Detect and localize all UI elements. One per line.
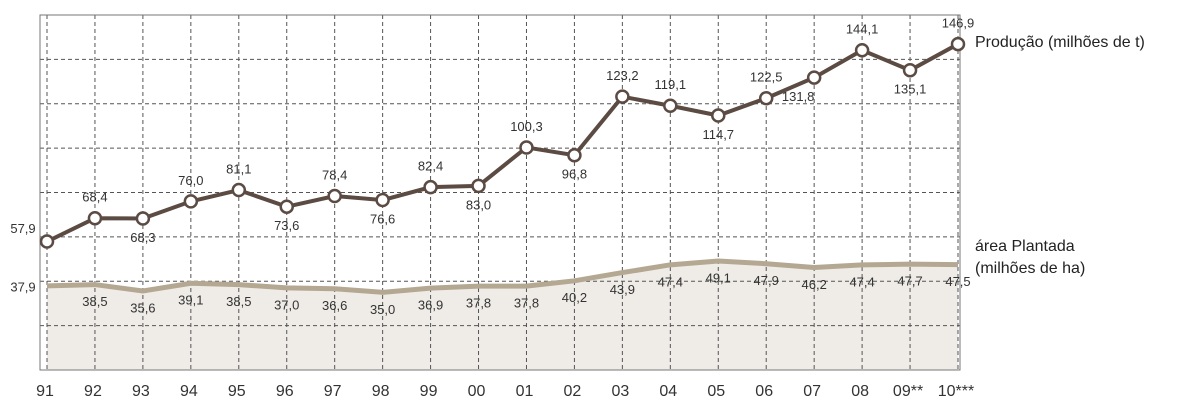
point <box>231 182 247 198</box>
x-tick-label: 00 <box>468 383 486 400</box>
point <box>279 199 294 214</box>
data-label: 146,9 <box>942 16 975 31</box>
x-tick-label: 95 <box>228 383 246 400</box>
data-label: 81,1 <box>226 161 251 176</box>
x-tick-label: 98 <box>372 383 390 400</box>
data-label: 114,7 <box>702 127 734 142</box>
data-label: 47,4 <box>849 274 874 289</box>
point <box>135 211 151 226</box>
data-label: 35,0 <box>370 302 395 317</box>
x-tick-label: 99 <box>420 383 438 400</box>
data-label: 68,4 <box>82 190 107 205</box>
data-label: 35,6 <box>130 300 155 315</box>
point <box>854 43 870 58</box>
data-label: 43,9 <box>610 282 635 297</box>
data-label: 96,8 <box>562 167 587 182</box>
point <box>39 234 55 249</box>
series-line <box>46 42 959 244</box>
data-label: 40,2 <box>562 290 587 305</box>
data-label: 36,9 <box>418 298 443 313</box>
point <box>567 147 582 163</box>
data-label: 38,5 <box>82 294 107 309</box>
x-tick-label: 05 <box>707 383 725 400</box>
data-label: 36,6 <box>322 298 347 313</box>
data-label: 123,2 <box>606 68 639 83</box>
x-tick-label: 97 <box>324 383 342 400</box>
data-label: 46,2 <box>802 277 827 292</box>
data-label: 57,9 <box>10 221 35 236</box>
point <box>902 62 918 78</box>
legend-entry: Produção (milhões de t) <box>975 34 1145 51</box>
data-label: 37,8 <box>514 296 539 311</box>
x-tick-label: 92 <box>84 383 102 400</box>
x-tick-label: 09** <box>893 383 923 400</box>
point <box>663 98 678 113</box>
x-tick-label: 01 <box>516 383 534 400</box>
data-label: 135,1 <box>894 82 927 97</box>
point <box>423 179 438 195</box>
data-label: 100,3 <box>510 119 543 134</box>
data-label: 82,4 <box>418 159 443 174</box>
point <box>711 108 726 123</box>
data-label: 119,1 <box>655 77 687 92</box>
x-tick-label: 91 <box>36 383 54 400</box>
x-tick-label: 94 <box>180 383 198 400</box>
series-line <box>46 258 959 295</box>
x-tick-label: 08 <box>851 383 869 400</box>
point <box>758 90 774 106</box>
data-label: 47,7 <box>897 274 922 289</box>
data-label: 122,5 <box>750 70 783 85</box>
data-label: 37,0 <box>274 297 299 312</box>
plot-frame <box>39 14 961 371</box>
data-label: 131,8 <box>782 89 815 104</box>
data-label: 78,4 <box>322 167 347 182</box>
legend-entry: área Plantada (milhões de ha) <box>975 238 1086 277</box>
data-label: 83,0 <box>466 197 491 212</box>
data-label: 38,5 <box>226 294 251 309</box>
point <box>519 140 534 155</box>
point <box>327 188 342 204</box>
data-label: 73,6 <box>274 218 299 233</box>
data-label: 144,1 <box>846 22 879 37</box>
x-tick-label: 07 <box>803 383 821 400</box>
point <box>806 70 822 85</box>
point <box>87 210 103 226</box>
x-tick-label: 03 <box>611 383 629 400</box>
data-label: 37,8 <box>466 296 491 311</box>
x-tick-label: 02 <box>564 383 582 400</box>
point <box>471 178 486 194</box>
x-tick-label: 06 <box>755 383 773 400</box>
data-label: 68,3 <box>130 230 155 245</box>
data-label: 47,4 <box>658 274 683 289</box>
data-label: 76,6 <box>370 211 395 226</box>
x-tick-label: 04 <box>659 383 677 400</box>
point <box>183 194 199 209</box>
data-label: 39,1 <box>178 293 203 308</box>
point <box>950 36 966 52</box>
x-tick-label: 93 <box>132 383 150 400</box>
data-label: 37,9 <box>10 279 35 294</box>
point <box>615 89 630 104</box>
data-label: 76,0 <box>178 173 203 188</box>
x-tick-label: 10*** <box>938 383 974 400</box>
point <box>375 192 390 208</box>
data-label: 49,1 <box>706 270 731 285</box>
data-label: 47,9 <box>754 273 779 288</box>
data-label: 47,5 <box>945 274 970 289</box>
x-tick-label: 96 <box>276 383 294 400</box>
